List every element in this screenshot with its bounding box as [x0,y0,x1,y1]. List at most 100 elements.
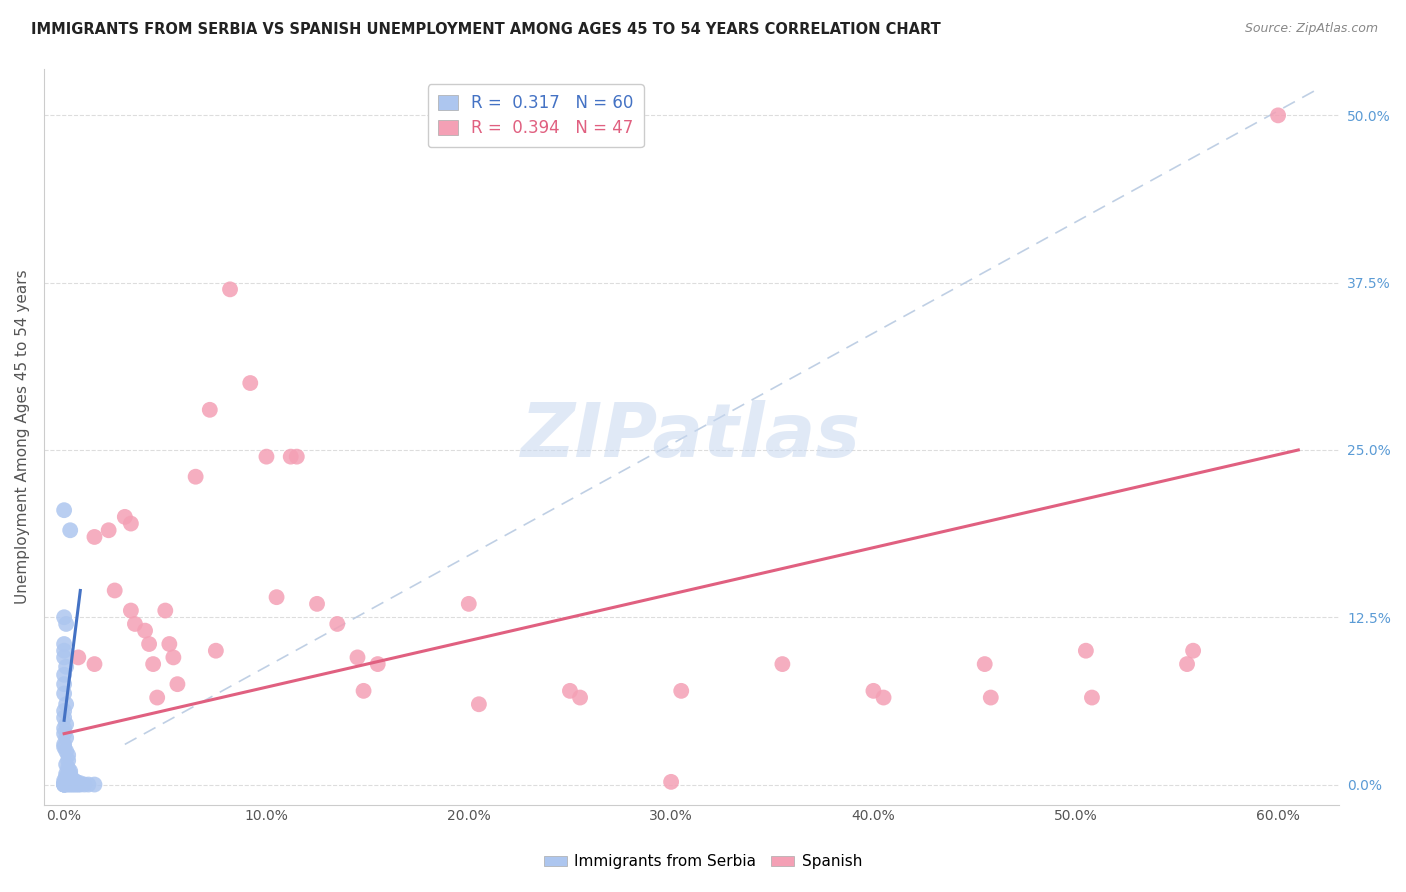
Point [659,775,682,789]
Point [67,650,90,665]
Point [53,776,76,790]
Point [285,450,308,464]
Point [55,776,77,790]
Point [353,684,375,698]
Point [53,778,76,792]
Point [67,778,90,792]
Point [77,778,100,792]
Point [162,650,184,665]
Point [83,657,105,671]
Point [55,767,77,781]
Point [326,616,349,631]
Point [65,775,87,789]
Point [55,757,77,772]
Point [346,650,368,665]
Point [305,597,328,611]
Point [457,597,479,611]
Point [53,711,76,725]
Point [53,738,76,752]
Point [205,643,228,657]
Point [53,650,76,665]
Point [60,775,83,789]
Point [239,376,262,390]
Legend: Immigrants from Serbia, Spanish: Immigrants from Serbia, Spanish [537,848,869,875]
Text: Source: ZipAtlas.com: Source: ZipAtlas.com [1244,22,1378,36]
Point [60,778,83,792]
Point [256,450,278,464]
Point [1081,690,1104,705]
Point [59,764,82,779]
Text: ZIPatlas: ZIPatlas [522,401,862,473]
Point [134,624,156,638]
Point [219,282,242,296]
Point [146,690,169,705]
Point [266,590,288,604]
Point [59,778,82,792]
Point [73,778,96,792]
Point [980,690,1002,705]
Point [157,637,180,651]
Point [55,775,77,789]
Point [69,778,91,792]
Point [63,778,86,792]
Point [1182,643,1205,657]
Point [973,657,995,671]
Point [83,778,105,792]
Point [872,690,894,705]
Point [53,610,76,624]
Point [53,778,76,792]
Point [59,773,82,788]
Point [671,684,693,698]
Point [120,603,142,617]
Point [53,740,76,755]
Point [83,530,105,544]
Point [198,402,221,417]
Point [56,762,79,776]
Point [55,770,77,784]
Point [53,687,76,701]
Point [53,637,76,651]
Point [55,778,77,792]
Point [53,643,76,657]
Text: IMMIGRANTS FROM SERBIA VS SPANISH UNEMPLOYMENT AMONG AGES 45 TO 54 YEARS CORRELA: IMMIGRANTS FROM SERBIA VS SPANISH UNEMPL… [31,22,941,37]
Point [770,657,793,671]
Point [367,657,389,671]
Point [138,637,160,651]
Point [1074,643,1097,657]
Point [59,523,82,537]
Point [114,509,136,524]
Point [120,516,142,531]
Y-axis label: Unemployment Among Ages 45 to 54 years: Unemployment Among Ages 45 to 54 years [15,269,30,604]
Point [55,744,77,758]
Point [166,677,188,691]
Point [59,771,82,785]
Point [53,677,76,691]
Point [280,450,302,464]
Point [97,523,120,537]
Point [55,698,77,712]
Point [53,704,76,718]
Point [53,778,76,792]
Point [55,616,77,631]
Point [56,773,79,788]
Point [53,722,76,736]
Point [142,657,165,671]
Point [558,684,581,698]
Point [104,583,127,598]
Point [56,776,79,790]
Point [569,690,592,705]
Point [53,667,76,681]
Point [56,748,79,763]
Point [468,698,491,712]
Point [862,684,884,698]
Point [184,469,207,483]
Point [55,731,77,745]
Point [63,773,86,788]
Point [56,770,79,784]
Point [59,767,82,781]
Point [55,717,77,731]
Point [56,778,79,792]
Legend: R =  0.317   N = 60, R =  0.394   N = 47: R = 0.317 N = 60, R = 0.394 N = 47 [427,84,644,147]
Point [65,778,87,792]
Point [53,778,76,792]
